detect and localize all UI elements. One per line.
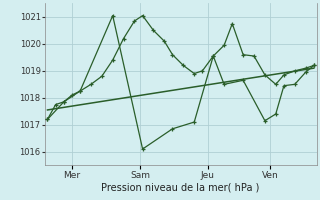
X-axis label: Pression niveau de la mer( hPa ): Pression niveau de la mer( hPa ): [101, 183, 260, 193]
